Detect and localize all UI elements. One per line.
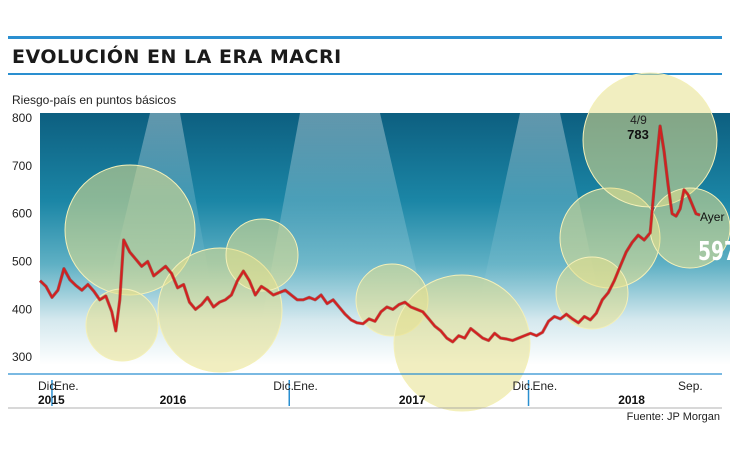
y-axis-title: Riesgo-país en puntos básicos <box>12 93 177 107</box>
y-tick-label: 300 <box>12 350 32 364</box>
year-label: 2017 <box>399 393 426 407</box>
source-note: Fuente: JP Morgan <box>626 411 720 423</box>
x-tick-label: Dic. <box>513 379 534 393</box>
series-line <box>38 124 701 344</box>
year-label: 2018 <box>618 393 645 407</box>
year-label: 2016 <box>160 393 187 407</box>
last-point-value: 597 <box>698 237 730 267</box>
x-tick-label: Dic. <box>38 379 59 393</box>
chart-title: EVOLUCIÓN EN LA ERA MACRI <box>12 46 342 68</box>
bubble <box>393 274 531 412</box>
x-tick-label: Ene. <box>532 379 557 393</box>
title-rule <box>8 73 722 75</box>
x-tick-label: Dic. <box>273 379 294 393</box>
x-tick-label: Ene. <box>293 379 318 393</box>
bubble <box>582 72 718 208</box>
top-rule <box>8 36 722 39</box>
bubble <box>555 256 629 330</box>
x-axis: Dic.Ene. Dic. Ene. Dic. Ene. Sep.2015 2016 2017… <box>8 373 722 409</box>
year-label: 2015 <box>38 393 65 407</box>
series-line-path <box>39 125 701 343</box>
y-tick-label: 400 <box>12 302 32 316</box>
peak-date-label: 4/9 <box>630 113 647 127</box>
x-tick-label: Ene. <box>54 379 79 393</box>
y-tick-label: 700 <box>12 159 32 173</box>
x-tick-label: Sep. <box>678 379 703 393</box>
peak-value-label: 783 <box>627 127 649 142</box>
y-tick-label: 800 <box>12 111 32 125</box>
y-tick-label: 600 <box>12 207 32 221</box>
bubble <box>85 288 159 362</box>
y-tick-label: 500 <box>12 255 32 269</box>
y-axis: 800 700 600 500 400 300 <box>12 111 32 364</box>
last-point-label: Ayer <box>700 210 724 224</box>
